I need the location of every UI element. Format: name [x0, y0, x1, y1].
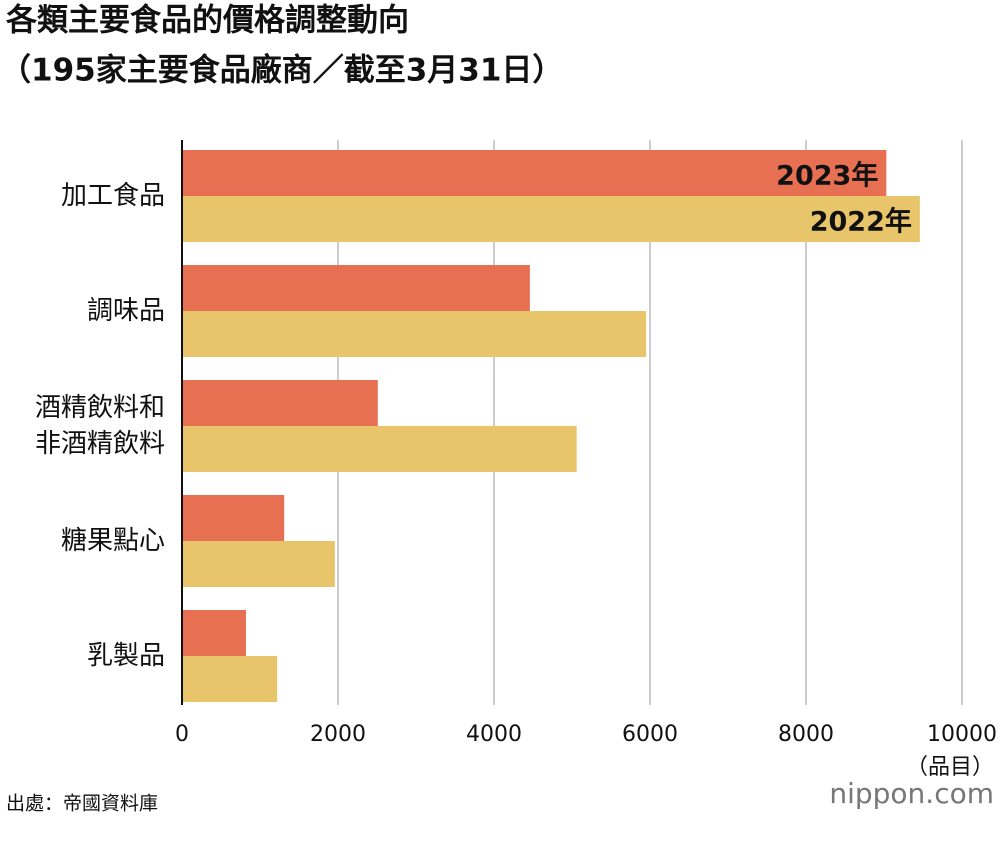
category-label: 調味品: [86, 296, 165, 326]
bar: [182, 265, 530, 311]
bar: [182, 380, 378, 426]
bar: [182, 150, 887, 196]
x-unit: （品目）: [906, 755, 994, 780]
brand: nippon.com: [829, 777, 994, 810]
x-tick-label: 8000: [778, 722, 834, 747]
chart-subtitle: （195家主要食品廠商／截至3月31日）: [0, 53, 563, 89]
bar: [182, 656, 278, 702]
x-tick-label: 6000: [622, 722, 678, 747]
bar: [182, 196, 920, 242]
legend-label: 2022年: [810, 206, 912, 238]
bar: [182, 426, 577, 472]
bar: [182, 610, 246, 656]
bar: [182, 311, 647, 357]
category-label: 加工食品: [60, 181, 165, 211]
legend-label: 2023年: [776, 160, 878, 192]
source: 出處：帝國資料庫: [6, 793, 158, 815]
category-label: 乳製品: [86, 641, 165, 671]
category-label: 酒精飲料和非酒精飲料: [34, 393, 165, 459]
bar: [182, 541, 335, 587]
x-tick-label: 10000: [927, 722, 997, 747]
x-tick-label: 2000: [310, 722, 366, 747]
category-label: 糖果點心: [60, 526, 165, 556]
bar: [182, 495, 285, 541]
chart-title: 各類主要食品的價格調整動向: [5, 3, 409, 39]
x-tick-label: 0: [175, 722, 189, 747]
x-tick-label: 4000: [466, 722, 522, 747]
